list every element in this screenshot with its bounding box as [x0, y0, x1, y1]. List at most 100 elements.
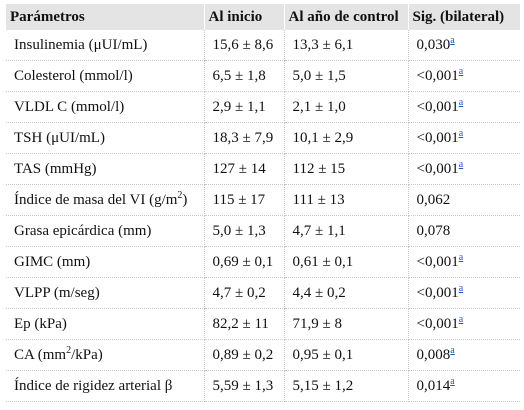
significance-cell: <0,001a — [408, 308, 520, 340]
footnote-link[interactable]: a — [450, 344, 455, 356]
year-value-cell: 4,7 ± 1,1 — [284, 215, 409, 247]
significance-value: <0,001 — [416, 315, 459, 332]
header-al-inicio: Al inicio — [204, 4, 285, 30]
table-row: GIMC (mm) 0,69 ± 0,1 0,61 ± 0,1 <0,001a — [6, 246, 520, 278]
parameter-label: GIMC (mm) — [14, 253, 91, 270]
table-row: Ep (kPa) 82,2 ± 11 71,9 ± 8 <0,001a — [6, 308, 520, 340]
parameter-cell: VLPP (m/seg) — [6, 277, 205, 309]
year-value-cell: 10,1 ± 2,9 — [284, 122, 409, 154]
start-value-cell: 82,2 ± 11 — [204, 308, 285, 340]
start-value-cell: 15,6 ± 8,6 — [204, 30, 285, 61]
significance-value: 0,014 — [416, 377, 451, 394]
significance-cell: 0,008a — [408, 339, 520, 371]
start-value-cell: 0,89 ± 0,2 — [204, 339, 285, 371]
footnote-link[interactable]: a — [450, 34, 455, 46]
header-al-ano-de-control: Al año de control — [284, 4, 409, 30]
parameter-label: Insulinemia (μUI/mL) — [14, 36, 148, 53]
year-value-cell: 5,0 ± 1,5 — [284, 60, 409, 92]
parameter-label: CA (mm — [14, 346, 67, 363]
parameter-suffix: /kPa) — [71, 346, 103, 363]
significance-cell: <0,001a — [408, 153, 520, 185]
table-row: Índice de rigidez arterial β 5,59 ± 1,3 5,… — [6, 370, 520, 402]
significance-value: <0,001 — [416, 253, 459, 270]
header-row: Parámetros Al inicio Al año de control S… — [6, 4, 520, 30]
significance-cell: <0,001a — [408, 60, 520, 92]
parameter-cell: Ep (kPa) — [6, 308, 205, 340]
parameter-cell: Índice de rigidez arterial β — [6, 370, 205, 402]
significance-cell: 0,078 — [408, 215, 520, 247]
parameter-label: Índice de rigidez arterial β — [14, 377, 173, 394]
parameter-cell: Grasa epicárdica (mm) — [6, 215, 205, 247]
footnote-link[interactable]: a — [458, 65, 464, 77]
year-value-cell: 112 ± 15 — [284, 153, 409, 185]
significance-cell: 0,014a — [408, 370, 520, 402]
significance-value: <0,001 — [416, 67, 459, 84]
significance-value: <0,001 — [416, 284, 459, 301]
header-significance: Sig. (bilateral) — [408, 4, 520, 30]
table-body: Insulinemia (μUI/mL) 15,6 ± 8,6 13,3 ± 6,1… — [6, 30, 520, 402]
footnote-link[interactable]: a — [458, 313, 464, 325]
parameter-cell: TAS (mmHg) — [6, 153, 205, 185]
start-value-cell: 5,0 ± 1,3 — [204, 215, 285, 247]
significance-value: 0,030 — [416, 36, 451, 53]
significance-value: <0,001 — [416, 160, 459, 177]
table-row: Grasa epicárdica (mm) 5,0 ± 1,3 4,7 ± 1,1 0… — [6, 215, 520, 247]
parameter-cell: GIMC (mm) — [6, 246, 205, 278]
significance-cell: <0,001a — [408, 277, 520, 309]
parameter-label: Ep (kPa) — [14, 315, 67, 332]
year-value-cell: 5,15 ± 1,2 — [284, 370, 409, 402]
year-value-cell: 71,9 ± 8 — [284, 308, 409, 340]
significance-value: 0,078 — [416, 222, 451, 239]
parameter-label: VLPP (m/seg) — [14, 284, 100, 301]
start-value-cell: 2,9 ± 1,1 — [204, 91, 285, 123]
parameter-cell: CA (mm2/kPa) — [6, 339, 205, 371]
parameter-label: VLDL C (mmol/l) — [14, 98, 125, 115]
footnote-link[interactable]: a — [458, 282, 464, 294]
parameter-superscript: 2 — [177, 189, 183, 201]
significance-cell: 0,030a — [408, 30, 520, 61]
parameter-label: Grasa epicárdica (mm) — [14, 222, 152, 239]
significance-cell: 0,062 — [408, 184, 520, 216]
start-value-cell: 18,3 ± 7,9 — [204, 122, 285, 154]
parameter-label: Índice de masa del VI (g/m — [14, 191, 178, 208]
header-parametros: Parámetros — [6, 4, 205, 30]
year-value-cell: 4,4 ± 0,2 — [284, 277, 409, 309]
table-row: Índice de masa del VI (g/m2) 115 ± 17 111 … — [6, 184, 520, 216]
parameter-cell: TSH (μUI/mL) — [6, 122, 205, 154]
start-value-cell: 115 ± 17 — [204, 184, 285, 216]
parameter-label: TAS (mmHg) — [14, 160, 97, 177]
parameter-suffix: ) — [182, 191, 188, 208]
footnote-link[interactable]: a — [458, 96, 464, 108]
parameter-cell: VLDL C (mmol/l) — [6, 91, 205, 123]
significance-value: <0,001 — [416, 98, 459, 115]
year-value-cell: 2,1 ± 1,0 — [284, 91, 409, 123]
parameter-cell: Insulinemia (μUI/mL) — [6, 30, 205, 61]
year-value-cell: 0,61 ± 0,1 — [284, 246, 409, 278]
parameter-cell: Índice de masa del VI (g/m2) — [6, 184, 205, 216]
table-row: CA (mm2/kPa) 0,89 ± 0,2 0,95 ± 0,1 0,008a — [6, 339, 520, 371]
parameters-table: Parámetros Al inicio Al año de control S… — [6, 4, 520, 402]
parameter-label: TSH (μUI/mL) — [14, 129, 105, 146]
year-value-cell: 111 ± 13 — [284, 184, 409, 216]
parameter-label: Colesterol (mmol/l) — [14, 67, 133, 84]
table-row: TAS (mmHg) 127 ± 14 112 ± 15 <0,001a — [6, 153, 520, 185]
table-row: VLPP (m/seg) 4,7 ± 0,2 4,4 ± 0,2 <0,001a — [6, 277, 520, 309]
footnote-link[interactable]: a — [450, 375, 455, 387]
start-value-cell: 127 ± 14 — [204, 153, 285, 185]
footnote-link[interactable]: a — [458, 158, 464, 170]
start-value-cell: 4,7 ± 0,2 — [204, 277, 285, 309]
start-value-cell: 0,69 ± 0,1 — [204, 246, 285, 278]
parameter-cell: Colesterol (mmol/l) — [6, 60, 205, 92]
start-value-cell: 6,5 ± 1,8 — [204, 60, 285, 92]
footnote-link[interactable]: a — [458, 251, 464, 263]
significance-cell: <0,001a — [408, 91, 520, 123]
significance-value: 0,062 — [416, 191, 451, 208]
significance-cell: <0,001a — [408, 122, 520, 154]
year-value-cell: 0,95 ± 0,1 — [284, 339, 409, 371]
significance-value: <0,001 — [416, 129, 459, 146]
footnote-link[interactable]: a — [458, 127, 464, 139]
significance-cell: <0,001a — [408, 246, 520, 278]
significance-value: 0,008 — [416, 346, 451, 363]
year-value-cell: 13,3 ± 6,1 — [284, 30, 409, 61]
table-row: Colesterol (mmol/l) 6,5 ± 1,8 5,0 ± 1,5 <0,… — [6, 60, 520, 92]
